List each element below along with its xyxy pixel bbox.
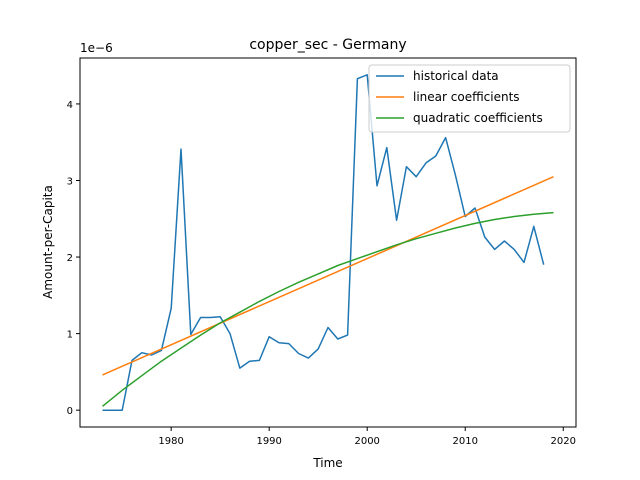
y-axis-label: Amount-per-Capita [41, 185, 55, 299]
x-tick-label: 1990 [256, 436, 281, 447]
legend-box [368, 64, 571, 133]
y-tick-label: 3 [67, 176, 73, 187]
series-line-quadratic-coefficients [102, 211, 554, 407]
series-line-historical-data [102, 74, 545, 411]
legend: historical data linear coefficients quadra… [368, 64, 571, 133]
legend-label-linear-coefficients: linear coefficients [413, 90, 520, 104]
series-line-linear-coefficients [102, 176, 554, 376]
axes-layer [79, 57, 577, 428]
x-tick-label: 1980 [158, 436, 183, 447]
y-axis-multiplier: 1e−6 [80, 41, 113, 55]
legend-label-historical-data: historical data [413, 69, 499, 83]
chart-title: copper_sec - Germany [249, 37, 406, 53]
y-tick-label: 0 [67, 406, 73, 417]
x-tick-label: 2010 [453, 436, 478, 447]
y-axis-ticks: 0 1 2 3 4 [67, 100, 80, 417]
y-tick-label: 1 [67, 330, 73, 341]
x-tick-label: 2020 [551, 436, 576, 447]
x-axis-ticks: 1980 1990 2000 2010 2020 [158, 427, 576, 447]
plot-frame [79, 57, 577, 428]
x-tick-label: 2000 [354, 436, 379, 447]
y-tick-label: 2 [67, 253, 73, 264]
y-tick-label: 4 [67, 100, 73, 111]
x-axis-label: Time [312, 456, 342, 470]
legend-label-quadratic-coefficients: quadratic coefficients [413, 111, 543, 125]
series-layer [102, 74, 554, 411]
